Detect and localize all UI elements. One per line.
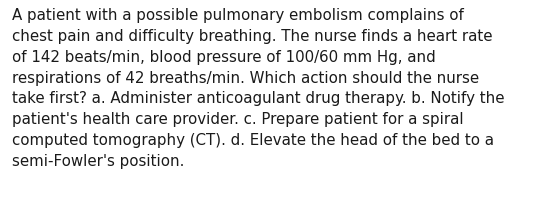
Text: A patient with a possible pulmonary embolism complains of
chest pain and difficu: A patient with a possible pulmonary embo… <box>12 8 505 169</box>
